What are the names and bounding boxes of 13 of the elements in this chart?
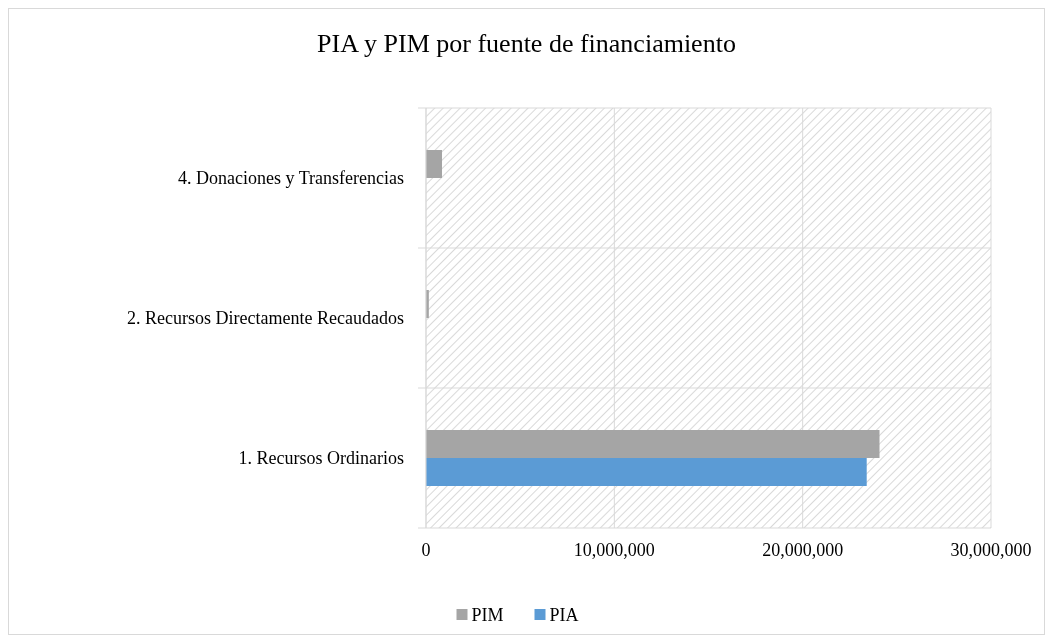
- legend-label: PIM: [471, 605, 504, 626]
- x-tick-label: 10,000,000: [573, 540, 655, 560]
- x-tick-label: 30,000,000: [950, 540, 1032, 560]
- y-tick-label: 1. Recursos Ordinarios: [238, 448, 404, 469]
- bar: [426, 150, 443, 178]
- y-tick-label: 4. Donaciones y Transferencias: [178, 168, 404, 189]
- chart-title: PIA y PIM por fuente de financiamiento: [317, 29, 736, 58]
- bar: [426, 430, 880, 458]
- legend-label: PIA: [549, 605, 579, 626]
- x-tick-label: 20,000,000: [762, 540, 844, 560]
- y-tick-label: 2. Recursos Directamente Recaudados: [127, 308, 404, 329]
- x-tick-label: 0: [421, 540, 431, 560]
- bar: [426, 458, 867, 486]
